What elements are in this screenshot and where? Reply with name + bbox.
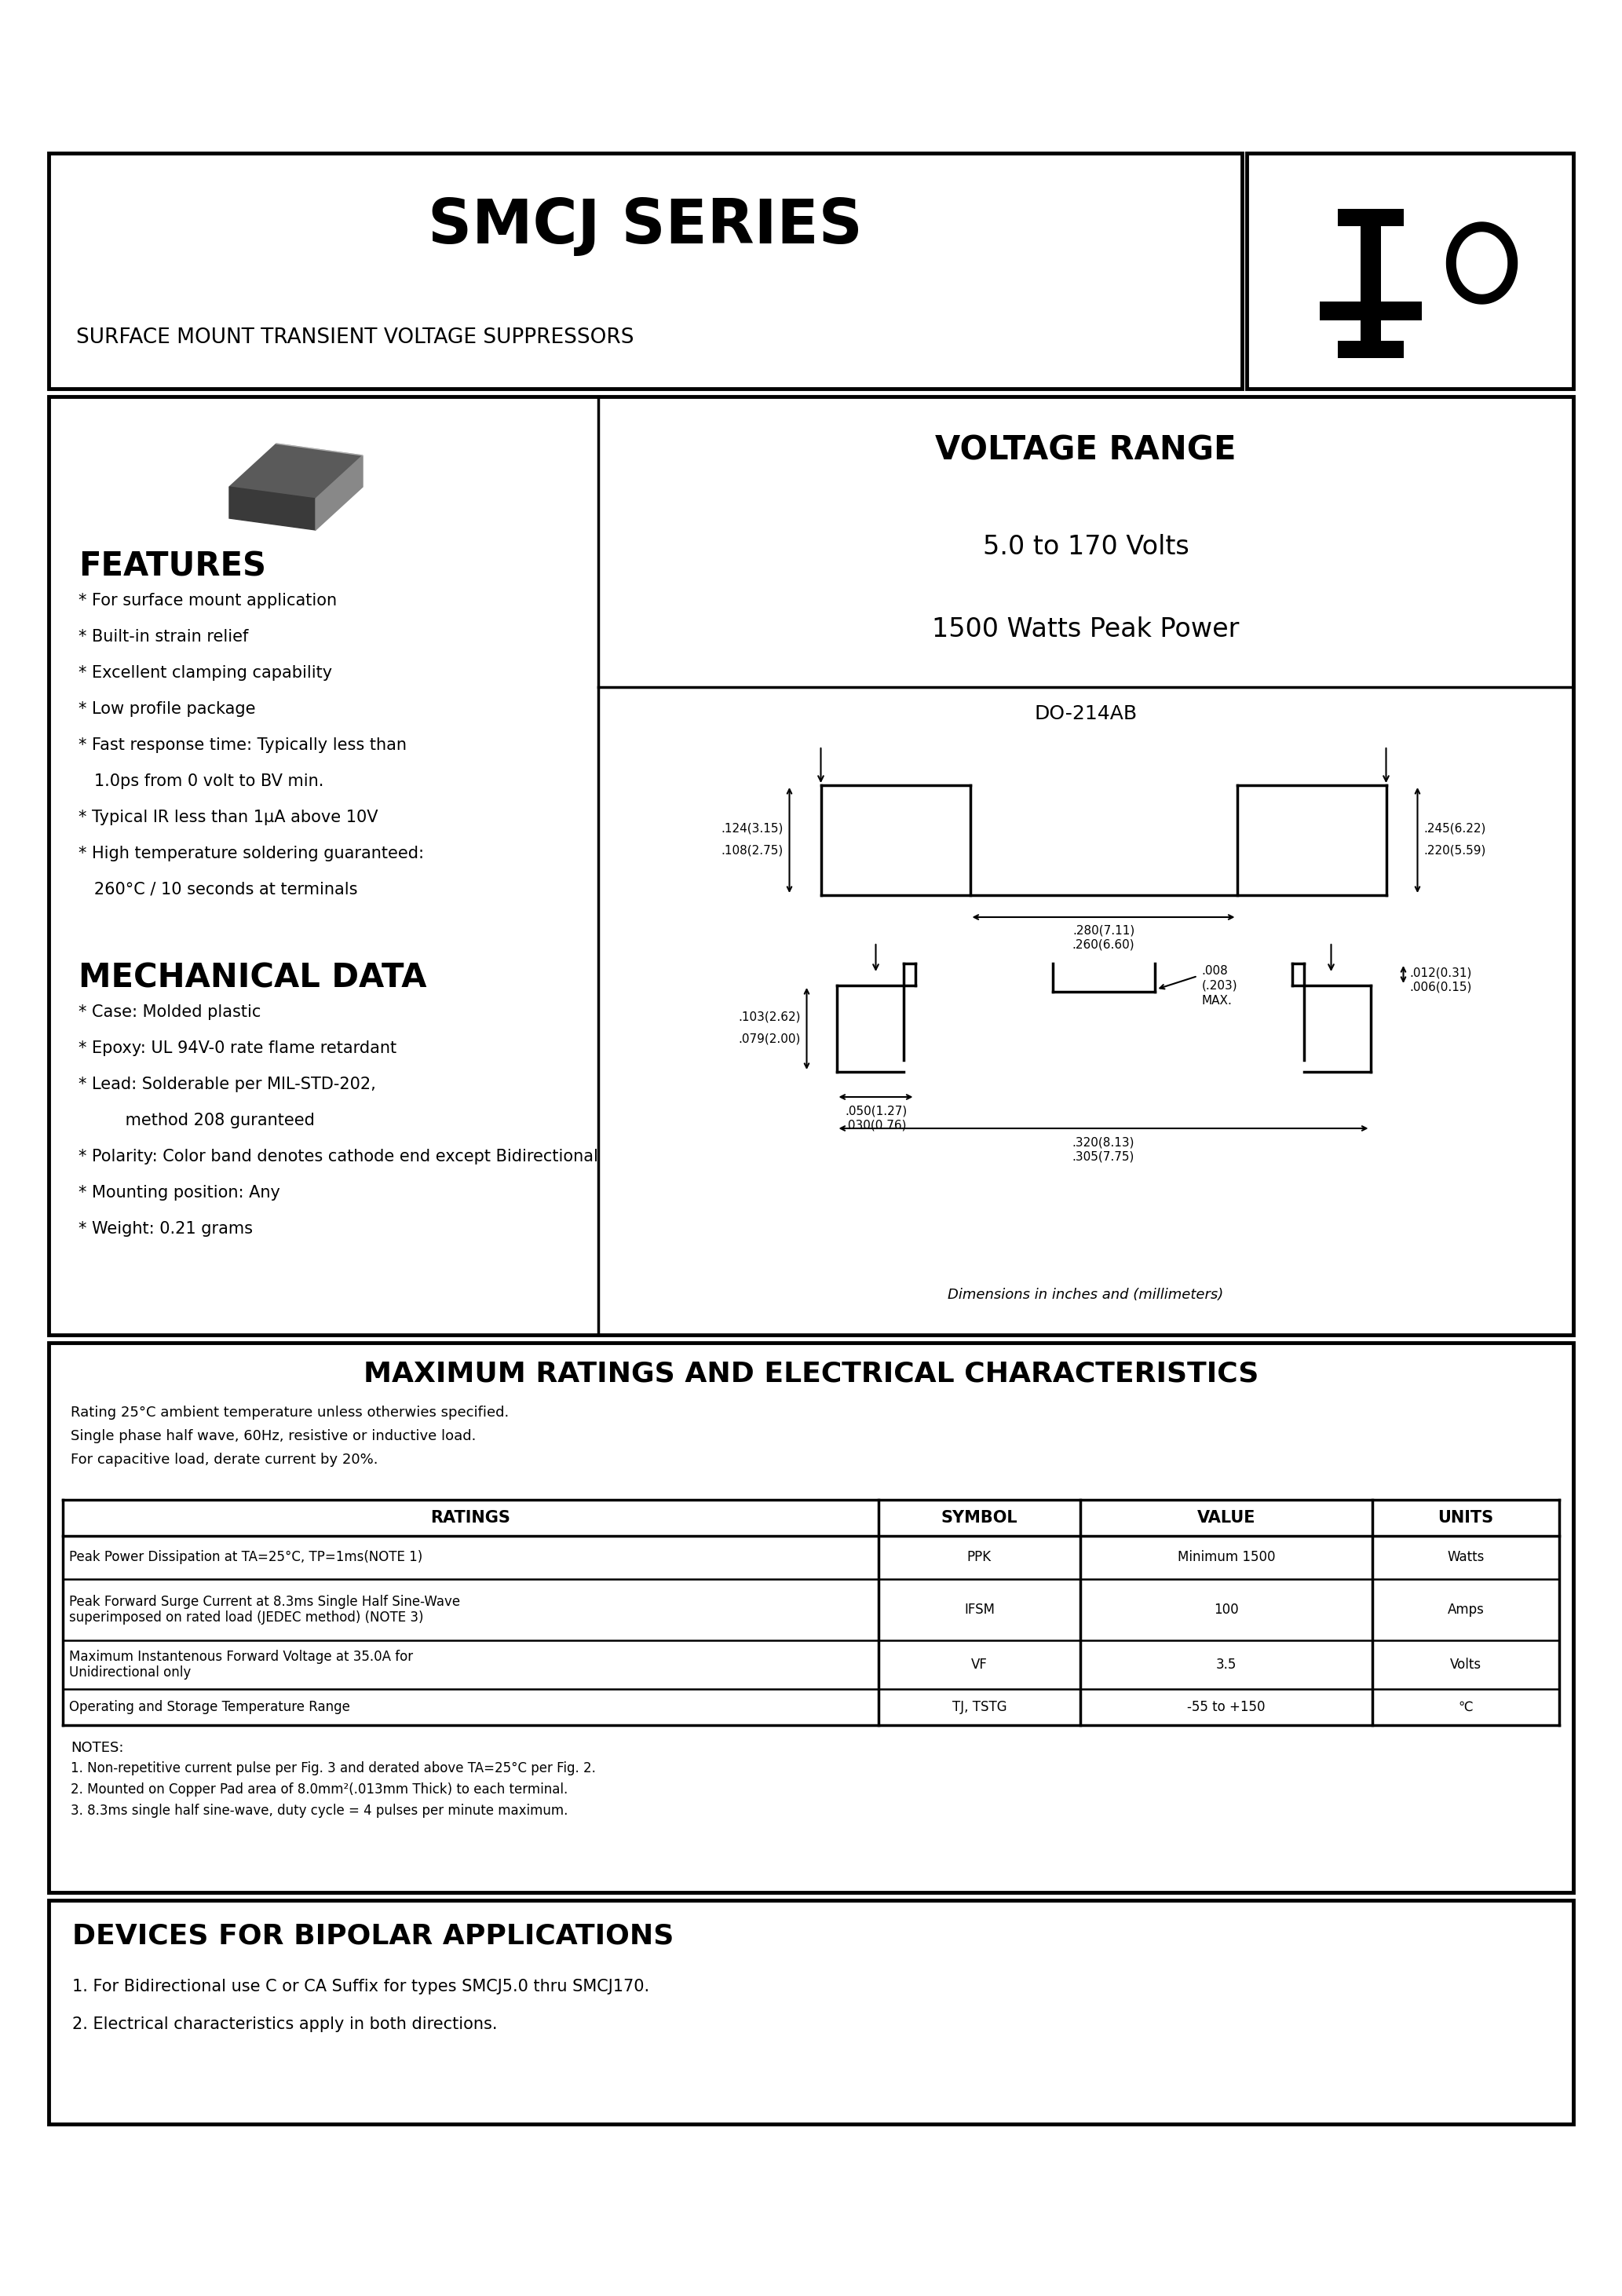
Polygon shape xyxy=(1457,232,1507,294)
Text: Amps: Amps xyxy=(1447,1603,1484,1616)
Text: TJ, TSTG: TJ, TSTG xyxy=(952,1699,1007,1715)
Text: 1. For Bidirectional use C or CA Suffix for types SMCJ5.0 thru SMCJ170.: 1. For Bidirectional use C or CA Suffix … xyxy=(73,1979,649,1995)
Text: Unidirectional only: Unidirectional only xyxy=(70,1665,191,1681)
Text: 1500 Watts Peak Power: 1500 Watts Peak Power xyxy=(933,615,1239,643)
Text: MECHANICAL DATA: MECHANICAL DATA xyxy=(78,962,427,994)
Text: .320(8.13): .320(8.13) xyxy=(1072,1137,1135,1148)
Text: VF: VF xyxy=(972,1658,988,1671)
Bar xyxy=(1338,209,1403,225)
Text: SURFACE MOUNT TRANSIENT VOLTAGE SUPPRESSORS: SURFACE MOUNT TRANSIENT VOLTAGE SUPPRESS… xyxy=(76,328,634,349)
Text: superimposed on rated load (JEDEC method) (NOTE 3): superimposed on rated load (JEDEC method… xyxy=(70,1609,423,1626)
Text: .245(6.22): .245(6.22) xyxy=(1424,822,1486,836)
Text: .305(7.75): .305(7.75) xyxy=(1072,1150,1135,1162)
Text: * Low profile package: * Low profile package xyxy=(78,700,256,716)
Text: 2. Mounted on Copper Pad area of 8.0mm²(.013mm Thick) to each terminal.: 2. Mounted on Copper Pad area of 8.0mm²(… xyxy=(71,1782,568,1795)
Text: Volts: Volts xyxy=(1450,1658,1481,1671)
Text: 2. Electrical characteristics apply in both directions.: 2. Electrical characteristics apply in b… xyxy=(73,2016,498,2032)
Text: .079(2.00): .079(2.00) xyxy=(738,1033,800,1045)
Text: -55 to +150: -55 to +150 xyxy=(1187,1699,1265,1715)
Text: Single phase half wave, 60Hz, resistive or inductive load.: Single phase half wave, 60Hz, resistive … xyxy=(71,1428,477,1444)
Text: .006(0.15): .006(0.15) xyxy=(1410,980,1471,992)
Text: * Mounting position: Any: * Mounting position: Any xyxy=(78,1185,281,1201)
Bar xyxy=(1361,223,1380,303)
Bar xyxy=(1247,154,1573,388)
Text: .220(5.59): .220(5.59) xyxy=(1424,845,1486,856)
Polygon shape xyxy=(229,443,363,498)
Text: .008: .008 xyxy=(1202,964,1228,976)
Text: Peak Power Dissipation at TA=25°C, TP=1ms(NOTE 1): Peak Power Dissipation at TA=25°C, TP=1m… xyxy=(70,1550,423,1564)
Text: NOTES:: NOTES: xyxy=(71,1740,123,1754)
Text: ℃: ℃ xyxy=(1458,1699,1473,1715)
Polygon shape xyxy=(229,487,316,530)
Text: * Case: Molded plastic: * Case: Molded plastic xyxy=(78,1003,261,1019)
Text: .260(6.60): .260(6.60) xyxy=(1072,939,1135,951)
Polygon shape xyxy=(316,455,363,530)
Text: * Lead: Solderable per MIL-STD-202,: * Lead: Solderable per MIL-STD-202, xyxy=(78,1077,376,1093)
Bar xyxy=(49,397,1573,1334)
Text: 3. 8.3ms single half sine-wave, duty cycle = 4 pulses per minute maximum.: 3. 8.3ms single half sine-wave, duty cyc… xyxy=(71,1805,568,1818)
Text: 3.5: 3.5 xyxy=(1216,1658,1236,1671)
Text: * Fast response time: Typically less than: * Fast response time: Typically less tha… xyxy=(78,737,407,753)
Text: 260°C / 10 seconds at terminals: 260°C / 10 seconds at terminals xyxy=(78,882,357,898)
Text: Maximum Instantenous Forward Voltage at 35.0A for: Maximum Instantenous Forward Voltage at … xyxy=(70,1651,414,1665)
Text: VALUE: VALUE xyxy=(1197,1511,1255,1527)
Text: .124(3.15): .124(3.15) xyxy=(720,822,783,836)
Text: * Built-in strain relief: * Built-in strain relief xyxy=(78,629,248,645)
Bar xyxy=(1338,340,1403,358)
Text: RATINGS: RATINGS xyxy=(430,1511,511,1527)
Text: MAXIMUM RATINGS AND ELECTRICAL CHARACTERISTICS: MAXIMUM RATINGS AND ELECTRICAL CHARACTER… xyxy=(363,1359,1259,1387)
Text: MAX.: MAX. xyxy=(1202,994,1233,1006)
Bar xyxy=(49,1343,1573,1892)
Text: * Weight: 0.21 grams: * Weight: 0.21 grams xyxy=(78,1221,253,1238)
Bar xyxy=(1320,301,1422,321)
Text: * For surface mount application: * For surface mount application xyxy=(78,592,337,608)
Bar xyxy=(49,1901,1573,2124)
Text: Peak Forward Surge Current at 8.3ms Single Half Sine-Wave: Peak Forward Surge Current at 8.3ms Sing… xyxy=(70,1596,461,1609)
Bar xyxy=(49,154,1242,388)
Text: * Typical IR less than 1μA above 10V: * Typical IR less than 1μA above 10V xyxy=(78,810,378,824)
Text: * Excellent clamping capability: * Excellent clamping capability xyxy=(78,666,333,682)
Text: SYMBOL: SYMBOL xyxy=(941,1511,1017,1527)
Text: .030(0.76): .030(0.76) xyxy=(845,1118,907,1130)
Text: .050(1.27): .050(1.27) xyxy=(845,1104,907,1116)
Text: PPK: PPK xyxy=(967,1550,991,1564)
Text: For capacitive load, derate current by 20%.: For capacitive load, derate current by 2… xyxy=(71,1453,378,1467)
Text: DO-214AB: DO-214AB xyxy=(1035,705,1137,723)
Text: VOLTAGE RANGE: VOLTAGE RANGE xyxy=(936,434,1236,466)
Polygon shape xyxy=(1447,223,1517,303)
Text: (.203): (.203) xyxy=(1202,980,1238,992)
Text: * Epoxy: UL 94V-0 rate flame retardant: * Epoxy: UL 94V-0 rate flame retardant xyxy=(78,1040,396,1056)
Text: 1.0ps from 0 volt to BV min.: 1.0ps from 0 volt to BV min. xyxy=(78,774,324,790)
Bar xyxy=(63,1499,1559,1536)
Text: Minimum 1500: Minimum 1500 xyxy=(1178,1550,1275,1564)
Text: 100: 100 xyxy=(1213,1603,1239,1616)
Text: .103(2.62): .103(2.62) xyxy=(738,1010,800,1024)
Text: .108(2.75): .108(2.75) xyxy=(720,845,783,856)
Text: Watts: Watts xyxy=(1447,1550,1484,1564)
Text: 1. Non-repetitive current pulse per Fig. 3 and derated above TA=25°C per Fig. 2.: 1. Non-repetitive current pulse per Fig.… xyxy=(71,1761,595,1775)
Text: * High temperature soldering guaranteed:: * High temperature soldering guaranteed: xyxy=(78,845,423,861)
Text: Dimensions in inches and (millimeters): Dimensions in inches and (millimeters) xyxy=(947,1288,1223,1302)
Text: DEVICES FOR BIPOLAR APPLICATIONS: DEVICES FOR BIPOLAR APPLICATIONS xyxy=(73,1922,673,1949)
Text: Rating 25°C ambient temperature unless otherwies specified.: Rating 25°C ambient temperature unless o… xyxy=(71,1405,509,1419)
Text: .012(0.31): .012(0.31) xyxy=(1410,967,1471,978)
Text: FEATURES: FEATURES xyxy=(78,549,266,583)
Text: Operating and Storage Temperature Range: Operating and Storage Temperature Range xyxy=(70,1699,350,1715)
Text: * Polarity: Color band denotes cathode end except Bidirectional: * Polarity: Color band denotes cathode e… xyxy=(78,1148,599,1164)
Bar xyxy=(1361,319,1380,344)
Text: .280(7.11): .280(7.11) xyxy=(1072,925,1134,937)
Text: UNITS: UNITS xyxy=(1437,1511,1494,1527)
Text: method 208 guranteed: method 208 guranteed xyxy=(78,1114,315,1127)
Text: SMCJ SERIES: SMCJ SERIES xyxy=(428,195,863,255)
Text: IFSM: IFSM xyxy=(963,1603,994,1616)
Text: 5.0 to 170 Volts: 5.0 to 170 Volts xyxy=(983,535,1189,560)
